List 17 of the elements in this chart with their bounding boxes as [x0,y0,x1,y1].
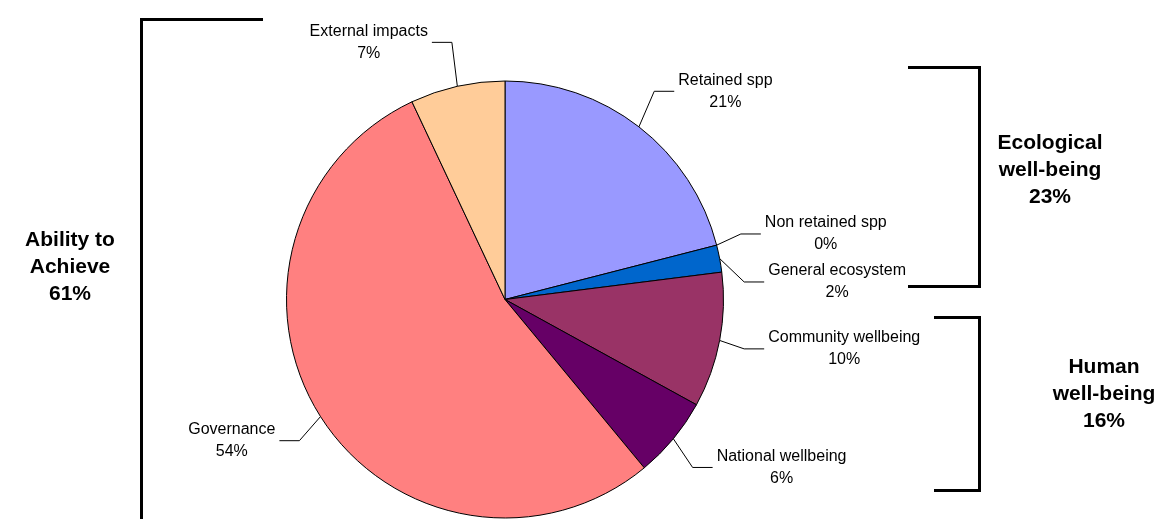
data-label: 21% [709,92,742,110]
category-label: Non retained spp [764,213,887,231]
slice-label: External impacts [309,21,428,39]
data-label: 6% [769,468,794,486]
data-label: 2% [825,283,849,301]
slice-label: Community wellbeing [768,328,921,346]
data-label: 10% [828,350,861,368]
slice-label: Retained spp [678,70,773,88]
slice-label: National wellbeing [716,446,847,464]
text: Human well-being 16% [1051,353,1157,433]
text: 0% [814,235,838,253]
text: Ecological well-being 23% [996,129,1104,209]
slice-label: General ecosystem [768,261,907,279]
data-label: 54% [215,442,248,460]
data-label: 7% [357,43,381,61]
text: Ability to Achieve 61% [24,226,116,306]
slice-label: Governance [188,420,276,438]
